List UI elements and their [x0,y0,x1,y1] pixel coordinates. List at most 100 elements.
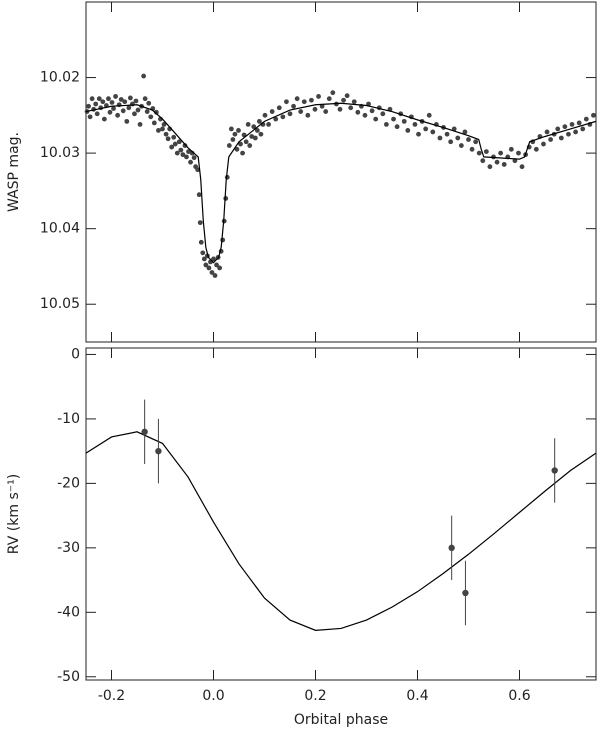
y-axis-label: WASP mag. [6,132,22,212]
x-axis-label: Orbital phase [294,712,388,728]
data-point [141,428,148,436]
data-point [380,111,386,117]
data-point [405,128,411,133]
data-point [146,100,152,106]
data-point [132,111,137,117]
data-point [494,159,500,165]
data-point [111,106,116,111]
data-point [348,105,354,111]
data-point [251,124,257,130]
data-point [232,131,238,137]
data-point [394,124,400,130]
data-point [155,447,162,455]
data-point [291,103,296,109]
data-point [89,96,95,102]
data-point [209,270,215,275]
data-point [151,120,157,126]
data-point [142,96,148,102]
data-point [273,116,279,122]
data-point [401,118,407,124]
data-point [455,135,461,141]
data-point [501,162,507,167]
data-point [184,154,189,160]
data-point [391,116,396,122]
data-point [126,105,132,111]
y-tick-label: -50 [57,669,80,685]
data-point [516,150,521,156]
data-point [487,164,493,170]
data-point [160,126,165,132]
y-tick-label: -30 [57,540,80,556]
data-point [466,137,471,142]
data-point [448,544,455,552]
data-point [137,122,143,127]
data-point [153,109,159,115]
data-point [533,146,539,152]
data-point [236,128,241,133]
data-point [135,107,141,113]
data-point [280,114,286,120]
data-point [171,134,177,140]
data-point [109,100,115,105]
data-point [230,137,236,142]
data-point [169,144,175,150]
data-point [127,95,133,101]
data-point [287,111,293,117]
data-point [203,262,209,268]
x-tick-label: 0.6 [508,688,530,704]
data-point [305,112,311,118]
plot-frame [85,1,597,343]
data-point [220,237,226,243]
data-point [217,265,223,271]
data-point [462,589,469,597]
y-tick-label: 10.02 [40,70,80,86]
y-tick-label: 10.05 [40,296,80,312]
data-point [312,106,318,112]
data-point [180,152,186,158]
data-point [101,116,107,122]
data-point [212,273,218,278]
y-tick-label: 10.04 [40,221,80,237]
data-point [201,256,207,262]
data-point [462,129,468,135]
data-point [118,97,124,102]
data-point [544,129,550,135]
data-point [423,126,429,132]
data-point [458,143,464,148]
y-tick-label: -10 [57,411,80,427]
data-point [93,101,99,107]
data-point [234,146,240,152]
data-point [480,158,486,164]
data-point [107,109,113,115]
data-point [444,131,450,137]
data-point [558,135,564,141]
data-point [541,141,546,147]
x-tick-label: 0.0 [202,688,224,704]
data-point [576,120,582,126]
data-point [580,126,586,132]
data-point [228,126,234,132]
data-point [161,122,167,127]
data-point [437,135,443,141]
data-point [351,99,357,105]
data-point [569,122,575,127]
data-point [276,105,282,111]
data-point [254,128,260,133]
data-point [191,155,197,161]
x-tick-label: 0.2 [304,688,326,704]
data-point [583,116,589,122]
data-point [96,96,102,102]
data-point [555,126,561,132]
data-point [257,118,262,124]
data-point [294,96,300,102]
data-point [94,111,100,117]
data-point [86,103,91,109]
data-point [106,96,111,102]
data-point [383,122,389,127]
data-point [196,192,202,198]
data-point [174,150,180,156]
data-point [498,150,504,156]
data-point [156,128,161,133]
data-point [200,250,206,256]
